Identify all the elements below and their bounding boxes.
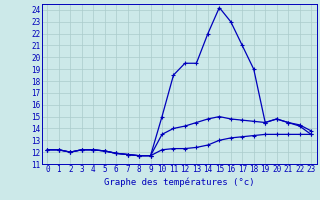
X-axis label: Graphe des températures (°c): Graphe des températures (°c)	[104, 177, 254, 187]
